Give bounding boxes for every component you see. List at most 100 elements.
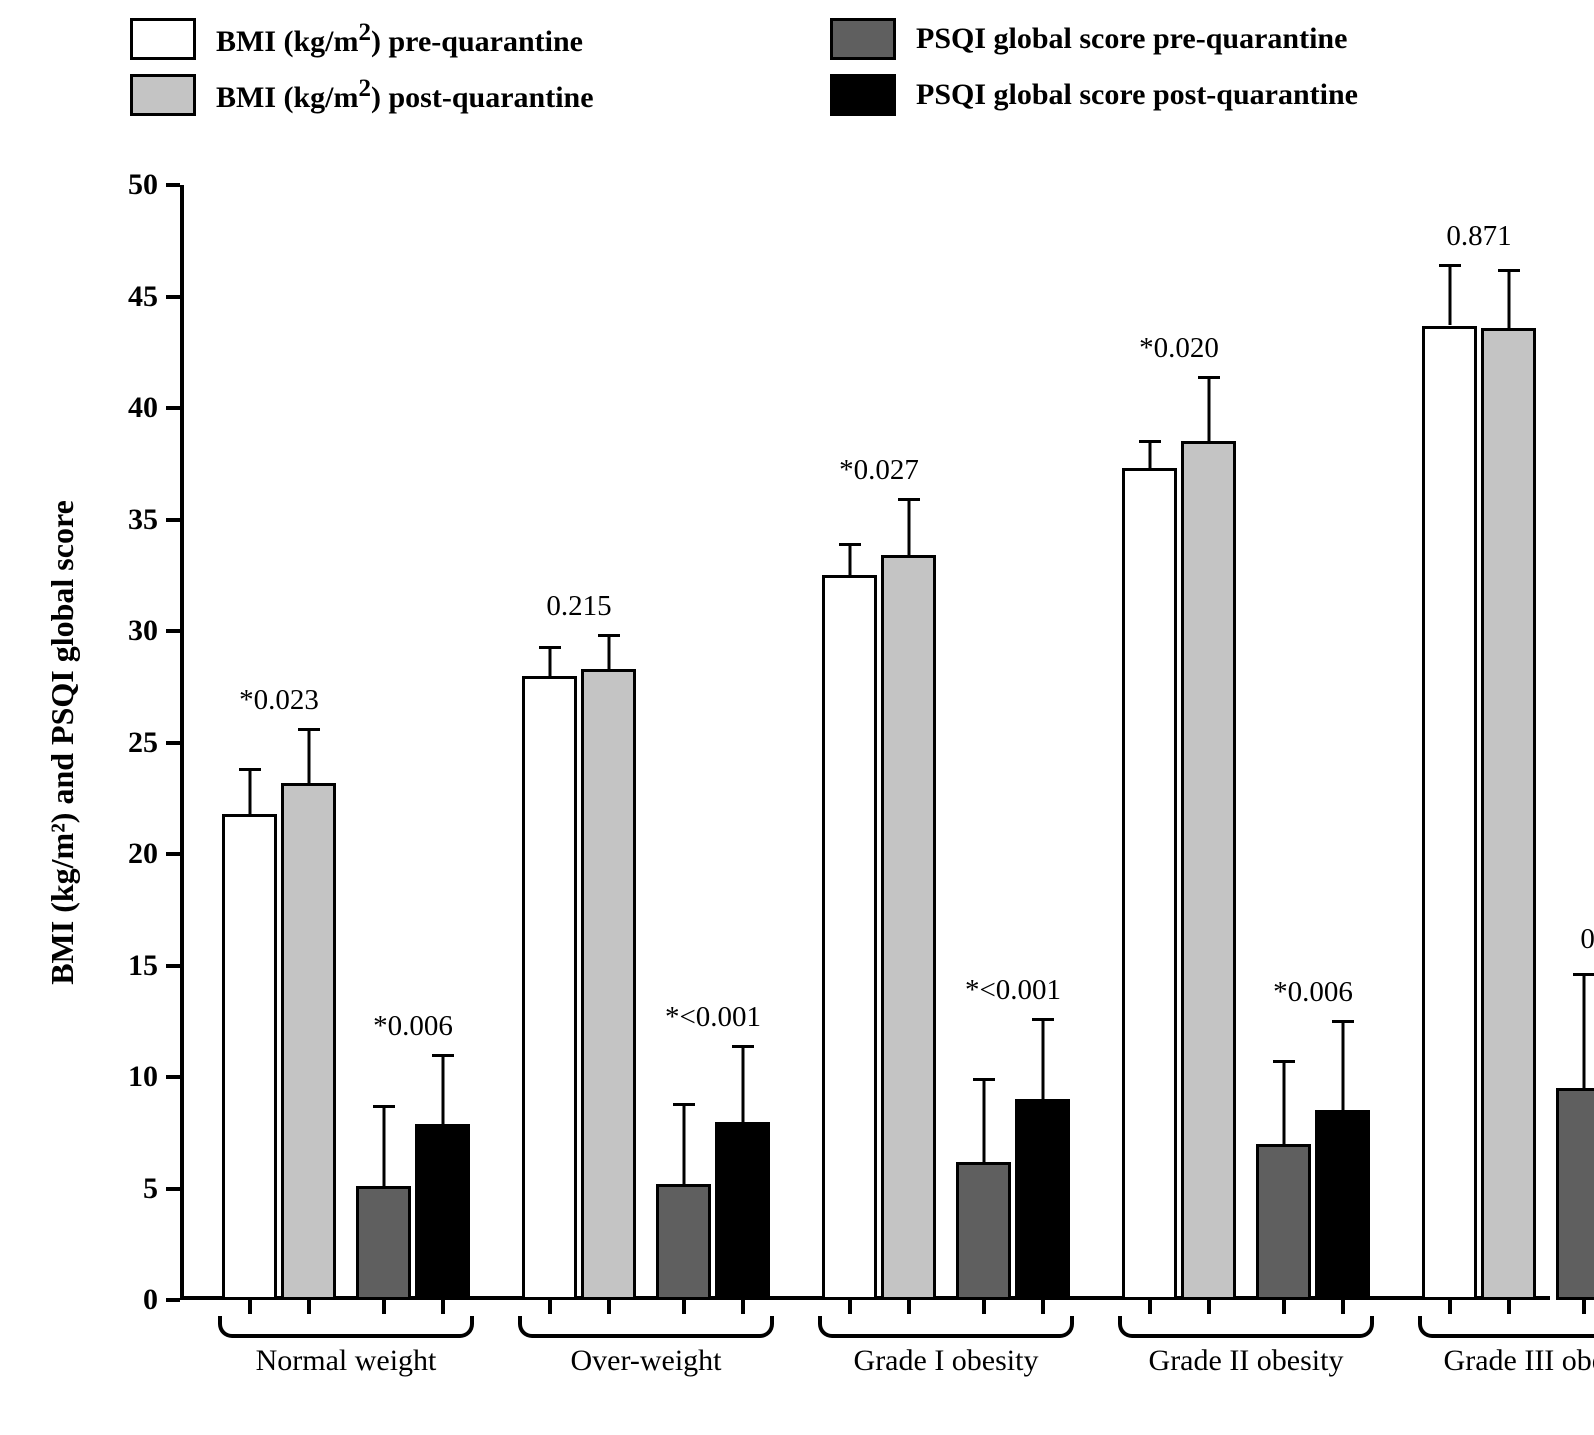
- legend-swatch: [130, 18, 196, 60]
- errorbar-cap: [1273, 1060, 1295, 1063]
- pvalue-bmi: *0.027: [839, 454, 919, 487]
- group-bracket: [218, 1316, 474, 1338]
- x-group-label: Normal weight: [256, 1344, 437, 1378]
- y-tick-label: 25: [128, 726, 158, 760]
- group-bracket: [1118, 1316, 1374, 1338]
- errorbar-cap: [732, 1045, 754, 1048]
- pvalue-psqi: 0.592: [1580, 923, 1594, 956]
- x-tick: [982, 1300, 986, 1314]
- bar-bmi_pre: [1122, 468, 1177, 1300]
- bar-psqi_pre: [1556, 1088, 1594, 1300]
- x-tick: [307, 1300, 311, 1314]
- bar-bmi_post: [281, 783, 336, 1300]
- pvalue-psqi: *<0.001: [665, 1001, 761, 1034]
- x-group-label: Grade III obesity: [1444, 1344, 1594, 1378]
- errorbar-stem: [1448, 265, 1451, 325]
- errorbar-cap: [839, 543, 861, 546]
- y-axis-line: [180, 185, 184, 1300]
- y-tick: [166, 1298, 180, 1302]
- errorbar-cap: [1032, 1018, 1054, 1021]
- y-tick: [166, 1075, 180, 1079]
- errorbar-stem: [1341, 1021, 1344, 1110]
- bar-psqi_post: [715, 1122, 770, 1300]
- plot-area: 05101520253035404550*0.023*0.006Normal w…: [180, 185, 1550, 1300]
- pvalue-bmi: 0.871: [1446, 220, 1511, 253]
- bar-bmi_post: [581, 669, 636, 1300]
- errorbar-cap: [1439, 264, 1461, 267]
- errorbar-stem: [907, 499, 910, 555]
- pvalue-bmi: *0.020: [1139, 332, 1219, 365]
- legend-label: BMI (kg/m2) pre-quarantine: [216, 19, 583, 59]
- errorbar-stem: [607, 635, 610, 668]
- pvalue-psqi: *0.006: [1273, 976, 1353, 1009]
- bar-psqi_post: [1015, 1099, 1070, 1300]
- errorbar-stem: [548, 647, 551, 676]
- bar-psqi_pre: [956, 1162, 1011, 1300]
- errorbar-stem: [1282, 1061, 1285, 1144]
- y-tick-label: 10: [128, 1060, 158, 1094]
- bar-bmi_pre: [822, 575, 877, 1300]
- x-tick: [607, 1300, 611, 1314]
- chart-container: BMI (kg/m2) pre-quarantine PSQI global s…: [0, 0, 1594, 1435]
- y-tick: [166, 406, 180, 410]
- errorbar-cap: [298, 728, 320, 731]
- x-tick: [1148, 1300, 1152, 1314]
- x-tick: [1041, 1300, 1045, 1314]
- legend-swatch: [830, 74, 896, 116]
- y-tick-label: 45: [128, 280, 158, 314]
- x-tick: [441, 1300, 445, 1314]
- y-tick: [166, 183, 180, 187]
- errorbar-cap: [239, 768, 261, 771]
- x-tick: [1448, 1300, 1452, 1314]
- errorbar-cap: [1139, 440, 1161, 443]
- pvalue-psqi: *<0.001: [965, 974, 1061, 1007]
- legend: BMI (kg/m2) pre-quarantine PSQI global s…: [130, 18, 1564, 116]
- errorbar-stem: [848, 544, 851, 575]
- errorbar-stem: [441, 1055, 444, 1124]
- x-tick: [1582, 1300, 1586, 1314]
- bar-psqi_post: [415, 1124, 470, 1300]
- errorbar-stem: [1041, 1019, 1044, 1099]
- pvalue-bmi: *0.023: [239, 684, 319, 717]
- y-tick: [166, 629, 180, 633]
- bar-bmi_post: [1181, 441, 1236, 1300]
- y-tick-label: 50: [128, 168, 158, 202]
- x-tick: [1282, 1300, 1286, 1314]
- errorbar-stem: [741, 1046, 744, 1122]
- errorbar-cap: [1198, 376, 1220, 379]
- bar-psqi_pre: [1256, 1144, 1311, 1300]
- errorbar-cap: [1332, 1020, 1354, 1023]
- x-tick: [741, 1300, 745, 1314]
- y-tick-label: 30: [128, 614, 158, 648]
- y-tick-label: 15: [128, 949, 158, 983]
- legend-label: PSQI global score post-quarantine: [916, 78, 1358, 112]
- errorbar-stem: [1507, 270, 1510, 328]
- errorbar-stem: [1148, 441, 1151, 468]
- errorbar-cap: [1498, 269, 1520, 272]
- bar-bmi_pre: [1422, 326, 1477, 1301]
- group-bracket: [518, 1316, 774, 1338]
- y-tick: [166, 518, 180, 522]
- y-tick-label: 35: [128, 503, 158, 537]
- y-tick-label: 20: [128, 837, 158, 871]
- errorbar-cap: [898, 498, 920, 501]
- x-group-label: Grade I obesity: [854, 1344, 1039, 1378]
- y-tick: [166, 1187, 180, 1191]
- legend-swatch: [830, 18, 896, 60]
- x-tick: [907, 1300, 911, 1314]
- errorbar-stem: [1582, 974, 1585, 1088]
- legend-label: PSQI global score pre-quarantine: [916, 22, 1347, 56]
- errorbar-stem: [382, 1106, 385, 1186]
- group-bracket: [1418, 1316, 1594, 1338]
- x-tick: [382, 1300, 386, 1314]
- errorbar-cap: [432, 1054, 454, 1057]
- errorbar-cap: [1573, 973, 1594, 976]
- bar-psqi_post: [1315, 1110, 1370, 1300]
- errorbar-cap: [373, 1105, 395, 1108]
- x-group-label: Grade II obesity: [1149, 1344, 1344, 1378]
- errorbar-stem: [307, 729, 310, 783]
- bar-bmi_pre: [522, 676, 577, 1300]
- y-tick: [166, 741, 180, 745]
- x-group-label: Over-weight: [570, 1344, 721, 1378]
- bar-bmi_post: [1481, 328, 1536, 1300]
